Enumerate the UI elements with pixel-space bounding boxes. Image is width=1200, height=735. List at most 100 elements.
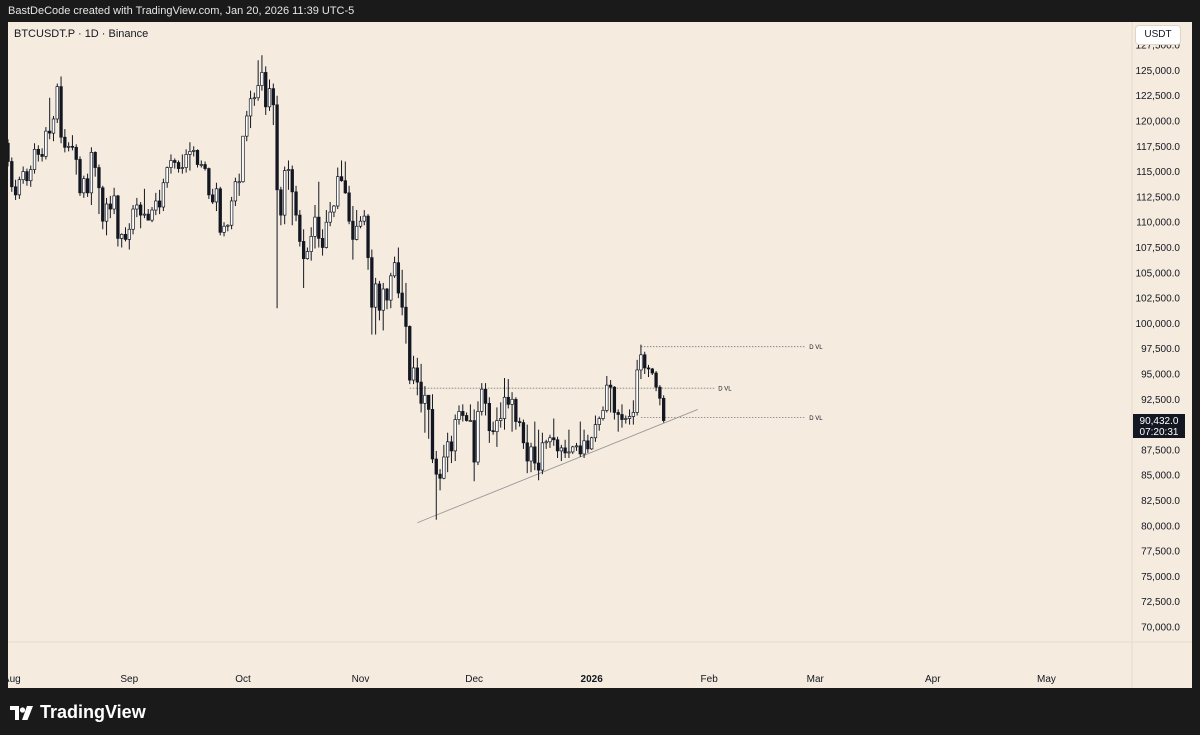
candle[interactable] [146,209,150,221]
candle[interactable] [529,442,533,473]
candle[interactable] [66,142,71,152]
candle[interactable] [578,421,582,457]
candle[interactable] [408,325,412,385]
candle[interactable] [536,429,541,481]
candle[interactable] [85,173,90,197]
candle[interactable] [271,83,275,126]
candle[interactable] [627,409,632,425]
candle[interactable] [78,156,82,196]
candle[interactable] [180,154,184,174]
candle[interactable] [582,429,586,458]
candle[interactable] [207,167,211,199]
candle[interactable] [646,364,651,378]
candle[interactable] [82,175,86,198]
candle[interactable] [643,351,647,374]
candle[interactable] [442,444,446,480]
candle[interactable] [36,145,40,162]
candle[interactable] [165,166,169,188]
candle[interactable] [464,412,469,422]
candle[interactable] [389,272,393,309]
candle[interactable] [97,164,101,215]
candle[interactable] [514,397,518,430]
candle[interactable] [59,76,63,144]
candle[interactable] [601,406,605,421]
candle[interactable] [510,392,514,432]
candle[interactable] [264,66,268,115]
candle[interactable] [142,188,147,219]
candle[interactable] [294,185,298,222]
candle[interactable] [351,206,355,260]
candle[interactable] [411,355,416,385]
currency-button[interactable]: USDT [1136,26,1180,44]
candle[interactable] [123,227,128,242]
candle[interactable] [290,165,294,226]
candle[interactable] [89,147,94,205]
candle[interactable] [324,210,329,249]
candle[interactable] [63,129,67,153]
candle[interactable] [237,173,241,196]
candle[interactable] [457,405,461,425]
candle[interactable] [662,395,666,423]
candle[interactable] [169,154,173,174]
candle[interactable] [555,436,560,458]
candle[interactable] [256,60,260,101]
candle[interactable] [487,397,491,443]
candle[interactable] [540,432,545,475]
candle[interactable] [29,165,33,187]
candle[interactable] [476,401,480,466]
candle[interactable] [317,181,321,248]
candle[interactable] [245,110,249,142]
candle[interactable] [101,185,105,230]
candle[interactable] [51,115,56,142]
candle[interactable] [480,383,484,416]
candle[interactable] [44,127,48,160]
candle[interactable] [620,404,624,428]
candle[interactable] [176,160,181,173]
candle[interactable] [241,135,245,183]
candle[interactable] [127,223,131,250]
candle[interactable] [658,385,662,406]
candle[interactable] [483,383,488,416]
candle[interactable] [25,168,29,186]
candle[interactable] [173,158,177,169]
candle[interactable] [381,282,385,331]
candle[interactable] [283,166,287,225]
candle[interactable] [392,256,397,278]
candle[interactable] [544,439,548,449]
candle[interactable] [635,359,639,416]
candle[interactable] [453,414,457,462]
candle[interactable] [74,144,78,175]
candle[interactable] [400,269,404,316]
candle[interactable] [139,201,143,229]
candle[interactable] [608,380,613,413]
candle[interactable] [192,146,196,157]
candle[interactable] [597,416,601,431]
candle[interactable] [48,97,52,140]
candle[interactable] [93,151,97,177]
candle[interactable] [593,415,598,442]
candle[interactable] [108,195,112,219]
candle[interactable] [358,216,363,229]
candle[interactable] [449,435,454,464]
candle[interactable] [336,167,340,210]
candle[interactable] [320,229,325,256]
candle[interactable] [563,439,567,458]
candle[interactable] [525,424,529,474]
symbol-legend[interactable]: BTCUSDT.P · 1D · Binance [14,28,149,40]
candle[interactable] [55,83,59,124]
candle[interactable] [13,179,18,200]
candle[interactable] [438,469,442,491]
candle[interactable] [248,90,253,129]
candle[interactable] [370,249,374,335]
candle[interactable] [506,379,510,409]
candle[interactable] [518,417,522,427]
candle[interactable] [404,282,408,344]
candle[interactable] [396,247,401,299]
candle[interactable] [373,277,378,335]
candle[interactable] [654,370,658,392]
candle[interactable] [157,189,162,215]
candle[interactable] [571,445,575,454]
candle[interactable] [385,287,389,310]
candle[interactable] [184,149,188,173]
candle[interactable] [415,357,419,396]
